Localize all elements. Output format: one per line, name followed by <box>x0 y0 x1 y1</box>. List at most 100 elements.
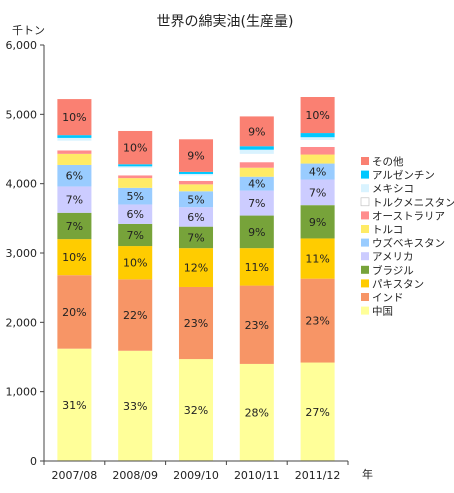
bar-segment <box>118 187 153 205</box>
y-axis-label: 千トン <box>12 24 45 37</box>
legend-label: インド <box>372 292 404 304</box>
data-label: 10% <box>123 142 147 155</box>
legend-swatch <box>361 157 369 165</box>
y-tick-label: 4,000 <box>6 178 38 191</box>
bar-segment <box>118 223 153 247</box>
data-label: 10% <box>123 257 147 270</box>
data-label: 23% <box>245 319 269 332</box>
y-tick-label: 5,000 <box>6 108 38 121</box>
bar-segment <box>57 135 92 138</box>
data-label: 7% <box>187 231 204 244</box>
bar-segment <box>118 130 153 165</box>
bar-segment <box>300 179 335 206</box>
bar-segment <box>57 140 92 151</box>
bar-segment <box>239 149 274 154</box>
bar-segment <box>300 133 335 138</box>
y-axis: 0 1,000 2,000 3,000 4,000 5,000 6,000 <box>6 39 45 468</box>
legend-swatch <box>361 238 369 247</box>
data-label: 12% <box>184 262 208 275</box>
bar-segment <box>178 184 214 192</box>
x-axis: 2007/08 2008/09 2009/10 2010/11 2011/12 <box>43 460 349 482</box>
data-label: 23% <box>305 315 329 328</box>
data-label: 22% <box>123 309 147 322</box>
data-label: 28% <box>245 406 269 419</box>
bar-segment <box>57 153 92 165</box>
bar-segment <box>239 116 274 147</box>
bar-segment <box>57 212 92 240</box>
chart-title: 世界の綿実油(生産量) <box>157 14 294 30</box>
legend-label: 中国 <box>372 305 393 318</box>
legend-label: トルクメニスタン <box>372 197 454 209</box>
bar-segment <box>300 146 335 155</box>
legend-swatch <box>361 252 369 261</box>
bar-segment <box>178 359 214 461</box>
data-label: 9% <box>248 125 265 138</box>
bar-segment <box>300 97 335 134</box>
data-label: 27% <box>305 406 329 419</box>
legend-label: ブラジル <box>372 264 414 277</box>
bar-segment <box>178 175 214 181</box>
y-tick-label: 3,000 <box>6 247 38 260</box>
bar-segment <box>118 166 153 168</box>
legend-label: パキスタン <box>372 278 424 290</box>
bar-segment <box>300 205 335 239</box>
data-label: 11% <box>245 261 269 274</box>
legend-label: その他 <box>372 155 404 168</box>
data-label: 10% <box>62 251 86 264</box>
data-label: 7% <box>309 186 326 199</box>
legend-swatch <box>361 225 369 233</box>
bar-segment <box>57 137 92 141</box>
bar-segment <box>239 215 274 249</box>
bar-segment <box>239 363 274 461</box>
bar-segment <box>239 176 274 191</box>
bar-segment <box>239 248 274 286</box>
bar-segment <box>178 173 214 176</box>
data-label: 32% <box>184 404 208 417</box>
data-label: 7% <box>248 197 265 210</box>
legend-swatch <box>361 265 369 274</box>
bar-segment <box>239 190 274 216</box>
bar-segment <box>57 275 92 349</box>
bar-segment <box>178 139 214 172</box>
bar-segment <box>57 99 92 136</box>
legend-swatch <box>361 306 369 315</box>
legend-label: アメリカ <box>372 251 413 263</box>
bar-segment <box>118 279 153 351</box>
x-tick-label: 2010/11 <box>234 469 280 482</box>
bar-segment <box>118 246 153 280</box>
bar-segment <box>178 226 214 249</box>
legend-label: ウズベキスタン <box>372 237 445 250</box>
bar-segment <box>118 178 153 188</box>
legend-swatch <box>361 170 369 179</box>
bar-segment <box>178 286 214 360</box>
legend: その他アルゼンチンメキシコトルクメニスタンオーストラリアトルコウズベキスタンアメ… <box>360 155 454 318</box>
bar-segment <box>300 362 335 461</box>
bar-segment <box>300 139 335 147</box>
legend-label: メキシコ <box>372 183 414 195</box>
data-label: 4% <box>309 166 326 179</box>
data-label: 6% <box>66 170 83 183</box>
data-label: 11% <box>305 253 329 266</box>
data-label: 20% <box>62 306 86 319</box>
data-label: 23% <box>184 317 208 330</box>
bar-segment <box>178 180 214 185</box>
bar-segment <box>178 207 214 227</box>
bar-segment <box>239 153 274 163</box>
bar-segment <box>239 146 274 150</box>
bars-layer: 31% 20% 10% 7% 7% 6% 10% 33% 22% 10% 7% 6% 5% 10% 32% 2… <box>57 97 335 461</box>
data-label: 10% <box>305 109 329 122</box>
data-label: 6% <box>187 211 204 224</box>
bar-segment <box>57 150 92 154</box>
bar-segment <box>239 167 274 177</box>
data-label: 7% <box>66 220 83 233</box>
legend-swatch <box>361 211 369 220</box>
x-tick-label: 2007/08 <box>52 469 98 482</box>
data-label: 7% <box>66 194 83 207</box>
bar-segment <box>239 162 274 168</box>
bar-segment <box>300 137 335 140</box>
data-label: 9% <box>187 150 204 163</box>
bar-segment <box>118 175 153 179</box>
bar-segment <box>118 204 153 224</box>
bar-segment <box>300 238 335 279</box>
data-label: 7% <box>126 229 143 242</box>
